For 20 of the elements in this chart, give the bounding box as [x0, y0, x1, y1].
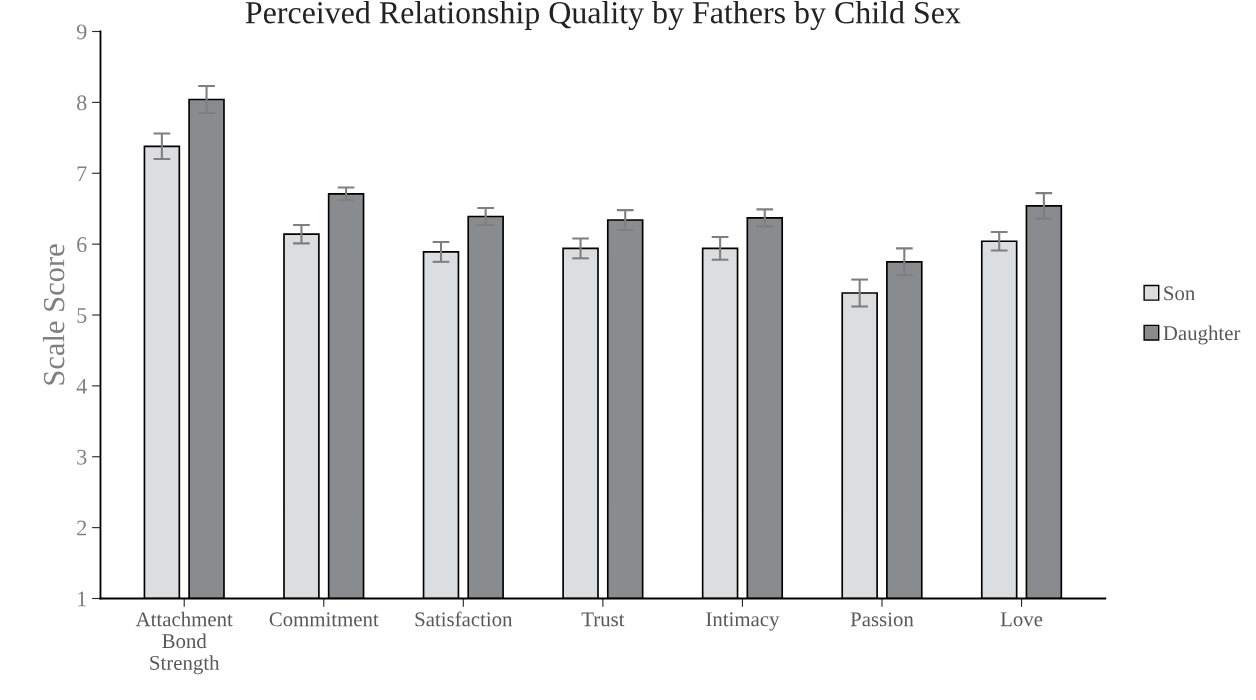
- y-tick-label: 3: [77, 449, 87, 465]
- x-tick-label: Love: [1000, 612, 1043, 627]
- chart-title: Perceived Relationship Quality by Fathers by Child Sex: [245, 1, 961, 31]
- x-tick-label: Attachment Bond Strength: [135, 611, 233, 675]
- y-tick-label: 2: [77, 520, 87, 536]
- y-tick-label: 4: [76, 378, 87, 394]
- x-tick-label: Intimacy: [706, 612, 780, 631]
- y-tick-label: 6: [77, 237, 87, 253]
- y-tick-label: 1: [78, 591, 86, 607]
- x-tick-label: Satisfaction: [415, 611, 513, 627]
- y-tick-label: 9: [76, 24, 87, 40]
- y-axis-title: Scale Score: [42, 244, 65, 385]
- legend-label: Daughter: [1163, 325, 1241, 345]
- x-tick-label: Passion: [850, 612, 914, 627]
- legend-label: Son: [1164, 286, 1195, 301]
- x-tick-label: Trust: [581, 612, 625, 627]
- y-tick-label: 8: [77, 95, 87, 111]
- y-tick-label: 7: [77, 166, 87, 181]
- y-tick-label: 5: [77, 308, 87, 323]
- x-tick-label: Commitment: [269, 612, 379, 627]
